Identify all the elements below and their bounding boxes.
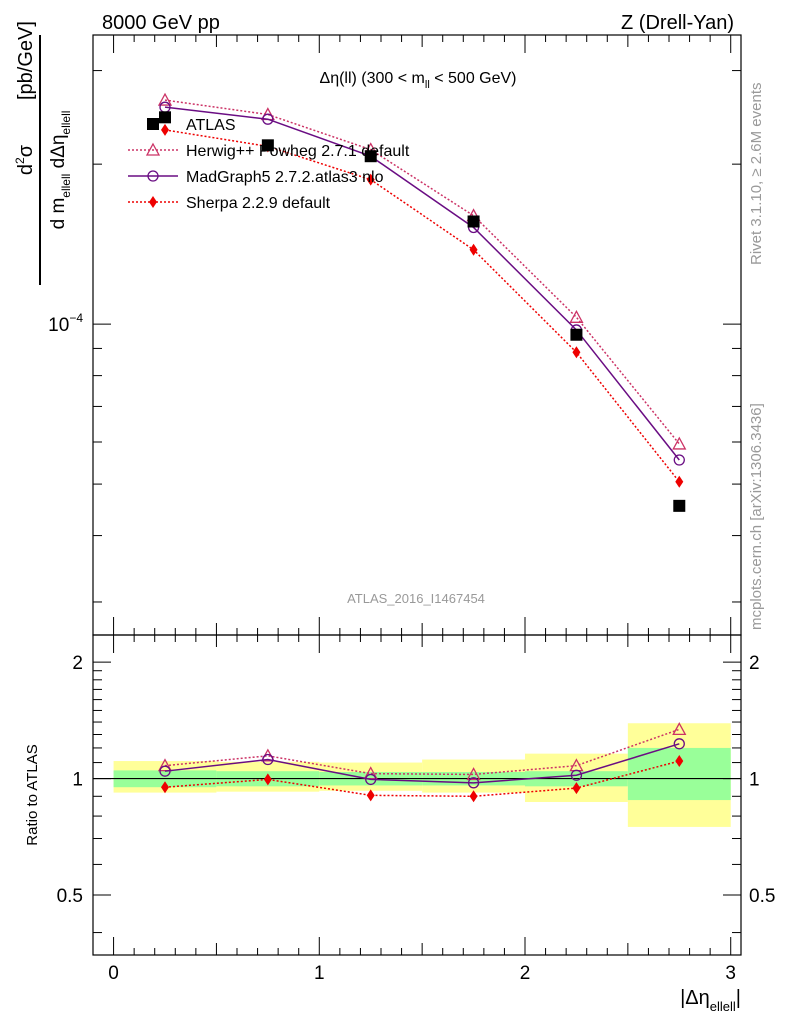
- legend-label: MadGraph5 2.7.2.atlas3 nlo: [186, 169, 384, 186]
- xlabel: |Δηellell|: [680, 987, 741, 1014]
- main-series-0-point-0: [159, 111, 171, 124]
- main-ylabel: d2σ d mellell dΔηellell [pb/GeV]: [13, 21, 73, 285]
- ratio-series-2-point-3: [469, 790, 478, 803]
- ratio-ytick-label-right: 0.5: [749, 886, 775, 907]
- legend-label: ATLAS: [186, 117, 236, 134]
- main-series-0-point-5: [673, 499, 686, 512]
- ratio-series-0-point-3: [466, 767, 481, 781]
- ylabel-denominator: d mellell dΔηellell: [48, 111, 73, 230]
- ratio-ytick-label: 2: [72, 653, 83, 674]
- main-series-2-point-5: [673, 454, 685, 466]
- ratio-series-2-point-0: [161, 781, 169, 794]
- title-prefix: Δη(ll) (300 < m: [320, 70, 425, 87]
- main-series-0-point-3: [467, 215, 480, 228]
- ratio-series-2-point-2: [366, 789, 375, 802]
- main-series-3-point-2: [366, 173, 375, 186]
- ratio-series-0-point-2: [363, 766, 378, 780]
- legend-marker: [145, 142, 161, 156]
- main-series-0-point-2: [364, 150, 377, 163]
- ratio-ytick-label: 1: [72, 770, 83, 791]
- main-series-3-line: [164, 129, 680, 483]
- legend-entry: Herwig++ Powheg 2.7.1 default: [128, 142, 410, 160]
- mcplots-label: mcplots.cern.ch [arXiv:1306.3436]: [748, 403, 765, 630]
- header-right: Z (Drell-Yan): [621, 12, 734, 34]
- main-series-3-point-4: [572, 346, 581, 359]
- ratio-series-1-line: [164, 743, 680, 784]
- rivet-label: Rivet 3.1.10, ≥ 2.6M events: [748, 83, 765, 266]
- ratio-series-1-point-5: [673, 738, 685, 750]
- ratio-series-0-point-5: [672, 722, 687, 736]
- main-series-3-point-0: [161, 123, 169, 136]
- main-title: Δη(ll) (300 < mll < 500 GeV): [320, 70, 517, 91]
- ratio-ytick-label-right: 2: [749, 653, 760, 674]
- main-series-1-point-0: [157, 92, 173, 106]
- xtick-label: 0: [108, 963, 119, 984]
- legend-marker: [149, 196, 157, 208]
- ratio-frame: [92, 634, 742, 956]
- title-sub: ll: [425, 79, 430, 91]
- main-series-0-point-1: [261, 139, 274, 152]
- ratio-series-1-point-1: [262, 753, 274, 766]
- ratio-series-1-point-4: [570, 769, 583, 781]
- main-series-3-point-3: [469, 243, 478, 256]
- ratio-ylabel: Ratio to ATLAS: [24, 744, 41, 845]
- legend-label: Herwig++ Powheg 2.7.1 default: [186, 143, 410, 160]
- main-series-2-line: [164, 106, 680, 461]
- ratio-series-1-point-2: [365, 773, 377, 786]
- legend-entry: MadGraph5 2.7.2.atlas3 nlo: [128, 169, 384, 186]
- main-series-3-point-5: [675, 475, 684, 488]
- ratio-series-1-point-0: [159, 765, 171, 777]
- ratio-series-2-point-4: [572, 782, 581, 795]
- ratio-series-2-line: [164, 760, 680, 798]
- legend: ATLAS Herwig++ Powheg 2.7.1 default MadGra…: [128, 117, 410, 212]
- ratio-series-1-point-3: [467, 777, 480, 789]
- main-series-1-point-5: [672, 436, 687, 450]
- main-series-2-point-1: [262, 113, 274, 125]
- legend-marker: [147, 170, 159, 182]
- title-suffix: < 500 GeV): [430, 70, 517, 87]
- legend-entry: Sherpa 2.2.9 default: [128, 195, 331, 212]
- ratio-panel: 0 1 2 3 0.5 0.5 1 1 2 2: [57, 634, 775, 984]
- main-series-1-line: [164, 99, 680, 445]
- xtick-label: 1: [314, 963, 325, 984]
- xtick-label: 2: [520, 963, 531, 984]
- ratio-ytick-label-right: 1: [749, 770, 760, 791]
- header-left: 8000 GeV pp: [102, 12, 220, 34]
- legend-entry: ATLAS: [147, 117, 236, 134]
- legend-marker: [147, 118, 159, 130]
- ylabel-unit: [pb/GeV]: [15, 21, 37, 100]
- ratio-ytick-label: 0.5: [57, 886, 83, 907]
- ytick-label-1e-4: 10−4: [48, 311, 83, 336]
- main-panel: 10−410−3: [48, 34, 742, 636]
- ratio-series-2-point-5: [675, 755, 684, 768]
- ylabel-numerator: d2σ: [13, 144, 37, 175]
- ratio-series-2-point-1: [263, 773, 272, 786]
- watermark: ATLAS_2016_I1467454: [347, 591, 485, 606]
- xtick-label: 3: [725, 963, 736, 984]
- legend-label: Sherpa 2.2.9 default: [186, 195, 331, 212]
- main-series-0-point-4: [570, 328, 583, 341]
- main-series-1-point-4: [569, 309, 584, 323]
